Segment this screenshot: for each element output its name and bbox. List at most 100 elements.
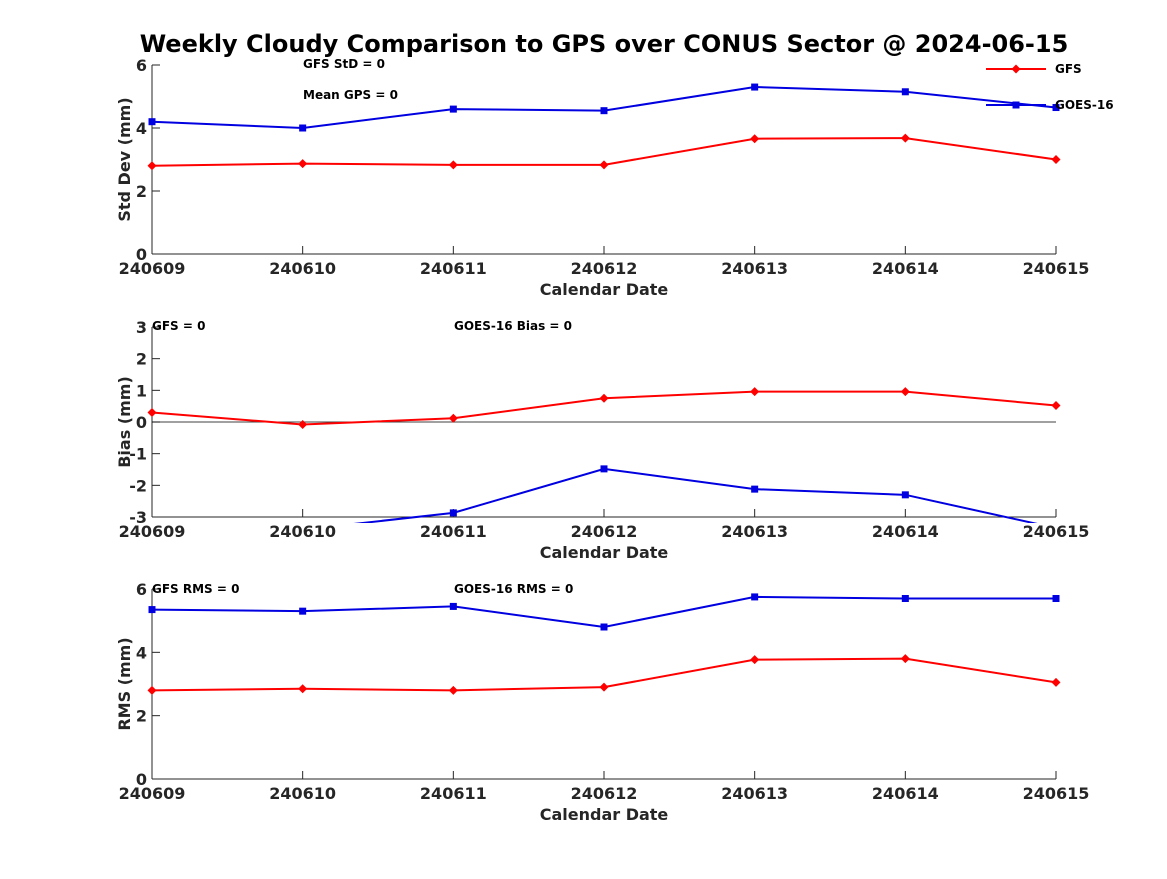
data-point-gfs bbox=[448, 413, 458, 423]
x-tick-label: 240615 bbox=[1023, 259, 1090, 278]
data-point-goes-16 bbox=[449, 509, 457, 517]
x-tick-label: 240615 bbox=[1023, 784, 1090, 803]
y-axis-label: Bias (mm) bbox=[115, 376, 134, 468]
y-tick-label: -3 bbox=[129, 508, 147, 527]
x-axis-label: Calendar Date bbox=[540, 543, 669, 562]
x-tick-label: 240611 bbox=[420, 784, 487, 803]
data-point-gfs bbox=[1051, 155, 1061, 164]
chart-panel-bias: -3 -2 -1 0 1 2 3 240609 240610 240611 240612 240613… bbox=[115, 318, 1089, 562]
x-tick-label: 240611 bbox=[420, 259, 487, 278]
y-tick-label: 2 bbox=[136, 350, 147, 369]
data-point-gfs bbox=[147, 161, 157, 171]
x-tick-label: 240610 bbox=[269, 784, 336, 803]
x-tick-label: 240614 bbox=[872, 522, 939, 541]
data-point-gfs bbox=[900, 133, 910, 143]
data-point-goes-16 bbox=[449, 602, 457, 610]
data-point-goes-16 bbox=[449, 105, 457, 113]
x-tick-label: 240613 bbox=[721, 259, 788, 278]
chart-panel-rms: 0 2 4 6 240609 240610 240611 240612 240613 240614… bbox=[115, 580, 1089, 824]
data-point-goes-16 bbox=[751, 83, 759, 91]
x-tick-label: 240612 bbox=[571, 784, 638, 803]
annotation-text: GFS = 0 bbox=[152, 319, 205, 333]
data-point-gfs bbox=[147, 685, 157, 695]
data-point-goes-16 bbox=[600, 623, 608, 631]
x-tick-label: 240611 bbox=[420, 522, 487, 541]
x-axis-label: Calendar Date bbox=[540, 805, 669, 824]
legend-marker-diamond bbox=[1011, 64, 1021, 74]
data-point-goes-16 bbox=[751, 485, 759, 493]
x-tick-label: 240610 bbox=[269, 259, 336, 278]
annotation-text: GFS RMS = 0 bbox=[152, 582, 239, 596]
data-point-goes-16 bbox=[600, 107, 608, 115]
data-point-gfs bbox=[147, 408, 157, 417]
y-tick-label: 3 bbox=[136, 318, 147, 337]
chart-title: Weekly Cloudy Comparison to GPS over CON… bbox=[140, 30, 1069, 58]
data-point-gfs bbox=[1051, 401, 1061, 411]
x-tick-label: 240609 bbox=[119, 784, 186, 803]
y-tick-label: 6 bbox=[136, 580, 147, 599]
data-point-goes-16 bbox=[901, 88, 909, 96]
data-point-gfs bbox=[448, 685, 458, 695]
x-tick-label: 240615 bbox=[1023, 522, 1090, 541]
data-point-goes-16 bbox=[600, 465, 608, 473]
y-tick-label: 4 bbox=[136, 643, 147, 662]
y-tick-label: 0 bbox=[136, 770, 147, 789]
data-point-gfs bbox=[900, 654, 910, 664]
legend: GFS GOES-16 bbox=[986, 62, 1114, 112]
y-tick-label: 6 bbox=[136, 56, 147, 75]
data-point-goes-16 bbox=[901, 595, 909, 602]
chart-panel-std: 0 2 4 6 240609 240610 240611 240612 240613 240614… bbox=[115, 56, 1089, 299]
y-tick-label: 2 bbox=[136, 707, 147, 726]
y-tick-label: -1 bbox=[129, 445, 147, 464]
y-axis-label: RMS (mm) bbox=[115, 637, 134, 730]
data-point-gfs bbox=[750, 387, 760, 397]
x-axis-label: Calendar Date bbox=[540, 280, 669, 299]
annotation-text: GOES-16 Bias = 0 bbox=[454, 319, 572, 333]
x-tick-label: 240609 bbox=[119, 259, 186, 278]
data-point-gfs bbox=[599, 160, 609, 170]
annotation-text: Mean GPS = 0 bbox=[303, 88, 398, 102]
data-point-gfs bbox=[750, 655, 760, 665]
data-point-goes-16 bbox=[751, 593, 759, 601]
data-point-goes-16 bbox=[901, 491, 909, 499]
series-layer bbox=[147, 83, 1061, 171]
data-point-gfs bbox=[900, 387, 910, 397]
data-point-goes-16 bbox=[1052, 104, 1060, 112]
legend-label: GFS bbox=[1055, 62, 1082, 76]
data-point-gfs bbox=[750, 134, 760, 144]
y-axis-label: Std Dev (mm) bbox=[115, 97, 134, 221]
data-point-gfs bbox=[599, 682, 609, 692]
legend-marker-square bbox=[1012, 101, 1020, 109]
series-layer bbox=[147, 593, 1061, 695]
data-point-goes-16 bbox=[148, 118, 156, 126]
data-point-gfs bbox=[448, 160, 458, 170]
data-point-goes-16 bbox=[149, 545, 156, 552]
data-point-gfs bbox=[298, 420, 308, 430]
data-point-gfs bbox=[298, 684, 308, 694]
x-tick-label: 240614 bbox=[872, 784, 939, 803]
data-point-goes-16 bbox=[299, 607, 307, 615]
data-point-gfs bbox=[599, 393, 609, 403]
data-point-gfs bbox=[298, 159, 308, 169]
series-line-goes-16 bbox=[151, 595, 1056, 629]
y-tick-label: 0 bbox=[136, 413, 147, 432]
series-layer bbox=[147, 387, 1061, 552]
data-point-gfs bbox=[1051, 677, 1061, 687]
x-tick-label: 240613 bbox=[721, 522, 788, 541]
y-tick-label: -2 bbox=[129, 476, 147, 495]
x-tick-label: 240613 bbox=[721, 784, 788, 803]
data-point-goes-16 bbox=[299, 124, 307, 132]
x-tick-label: 240609 bbox=[119, 522, 186, 541]
y-tick-label: 0 bbox=[136, 245, 147, 264]
y-tick-label: 4 bbox=[136, 119, 147, 138]
annotation-text: GFS StD = 0 bbox=[303, 57, 385, 71]
data-point-goes-16 bbox=[148, 606, 156, 614]
y-tick-label: 2 bbox=[136, 182, 147, 201]
x-tick-label: 240610 bbox=[269, 522, 336, 541]
legend-label: GOES-16 bbox=[1055, 98, 1114, 112]
data-point-goes-16 bbox=[1052, 595, 1060, 602]
x-tick-label: 240614 bbox=[872, 259, 939, 278]
annotation-text: GOES-16 RMS = 0 bbox=[454, 582, 573, 596]
